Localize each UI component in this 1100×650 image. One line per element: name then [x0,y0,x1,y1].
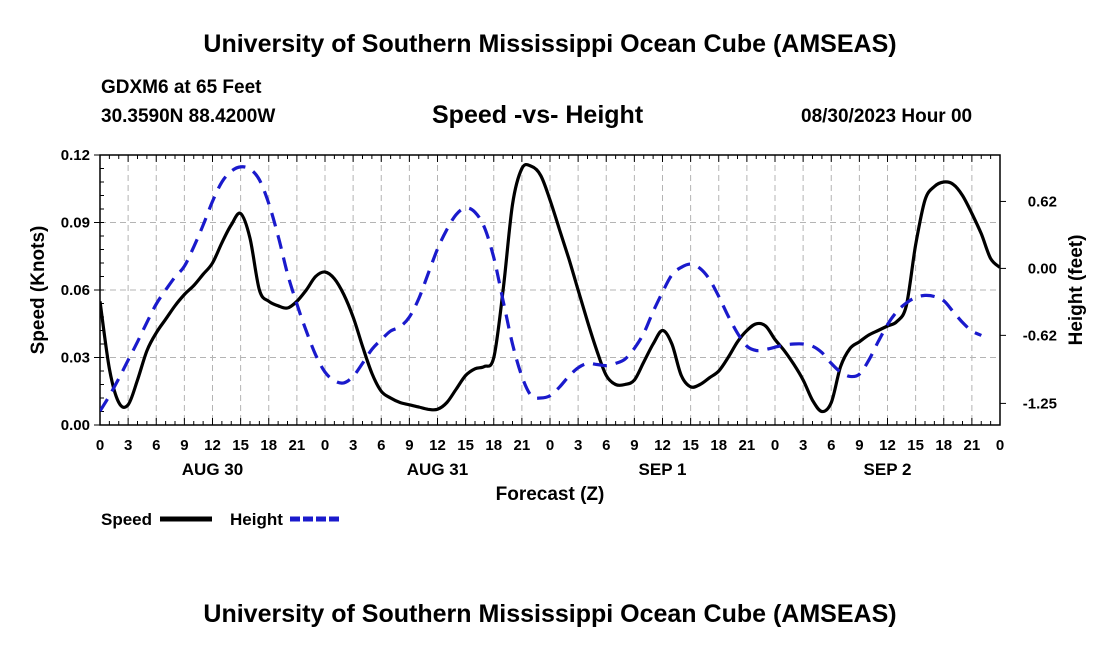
x-tick-label: 9 [855,437,863,454]
page-title: University of Southern Mississippi Ocean… [203,30,897,58]
x-tick-label: 21 [289,437,306,454]
x-tick-label: 18 [260,437,277,454]
station-label: GDXM6 at 65 Feet [101,77,262,98]
x-tick-label: 6 [827,437,835,454]
coordinates-label: 30.3590N 88.4200W [101,106,276,127]
date-label: SEP 1 [639,460,687,479]
height-series-line [100,165,983,412]
y-tick-label: 0.03 [61,350,90,367]
x-tick-label: 0 [546,437,554,454]
y-tick-label: 0.12 [61,147,90,164]
x-tick-label: 15 [907,437,924,454]
x-tick-label: 0 [996,437,1004,454]
x-tick-label: 12 [879,437,896,454]
y2-tick-label: -1.25 [1023,395,1057,412]
legend-label-height: Height [230,510,283,529]
x-axis-label: Forecast (Z) [496,484,605,505]
x-tick-label: 15 [682,437,699,454]
y-axis-label: Speed (Knots) [28,226,49,355]
x-tick-label: 0 [771,437,779,454]
x-tick-label: 18 [935,437,952,454]
y2-tick-label: 0.00 [1028,260,1057,277]
x-tick-label: 15 [232,437,249,454]
y2-tick-label: -0.62 [1023,327,1057,344]
x-tick-label: 12 [654,437,671,454]
x-tick-label: 3 [124,437,132,454]
x-tick-label: 3 [799,437,807,454]
y2-axis-label: Height (feet) [1066,235,1087,346]
x-tick-label: 6 [152,437,160,454]
date-label: AUG 30 [182,460,243,479]
x-tick-label: 3 [349,437,357,454]
footer-title: University of Southern Mississippi Ocean… [203,600,897,628]
x-tick-label: 18 [485,437,502,454]
x-tick-label: 3 [574,437,582,454]
y-tick-label: 0.09 [61,215,90,232]
date-label: SEP 2 [864,460,912,479]
x-tick-label: 15 [457,437,474,454]
x-tick-label: 21 [964,437,981,454]
date-label: AUG 31 [407,460,468,479]
x-tick-label: 9 [630,437,638,454]
y-tick-label: 0.00 [61,417,90,434]
x-tick-label: 0 [321,437,329,454]
x-tick-label: 6 [377,437,385,454]
x-tick-label: 21 [739,437,756,454]
y-tick-label: 0.06 [61,282,90,299]
y2-tick-label: 0.62 [1028,193,1057,210]
x-tick-label: 12 [204,437,221,454]
legend-label-speed: Speed [101,510,152,529]
x-tick-label: 12 [429,437,446,454]
x-tick-label: 18 [710,437,727,454]
x-tick-label: 21 [514,437,531,454]
x-tick-label: 9 [180,437,188,454]
chart-subtitle: Speed -vs- Height [432,101,644,129]
x-tick-label: 9 [405,437,413,454]
x-tick-label: 6 [602,437,610,454]
forecast-date: 08/30/2023 Hour 00 [801,106,973,127]
speed-series-line [100,162,1000,414]
x-tick-label: 0 [96,437,104,454]
